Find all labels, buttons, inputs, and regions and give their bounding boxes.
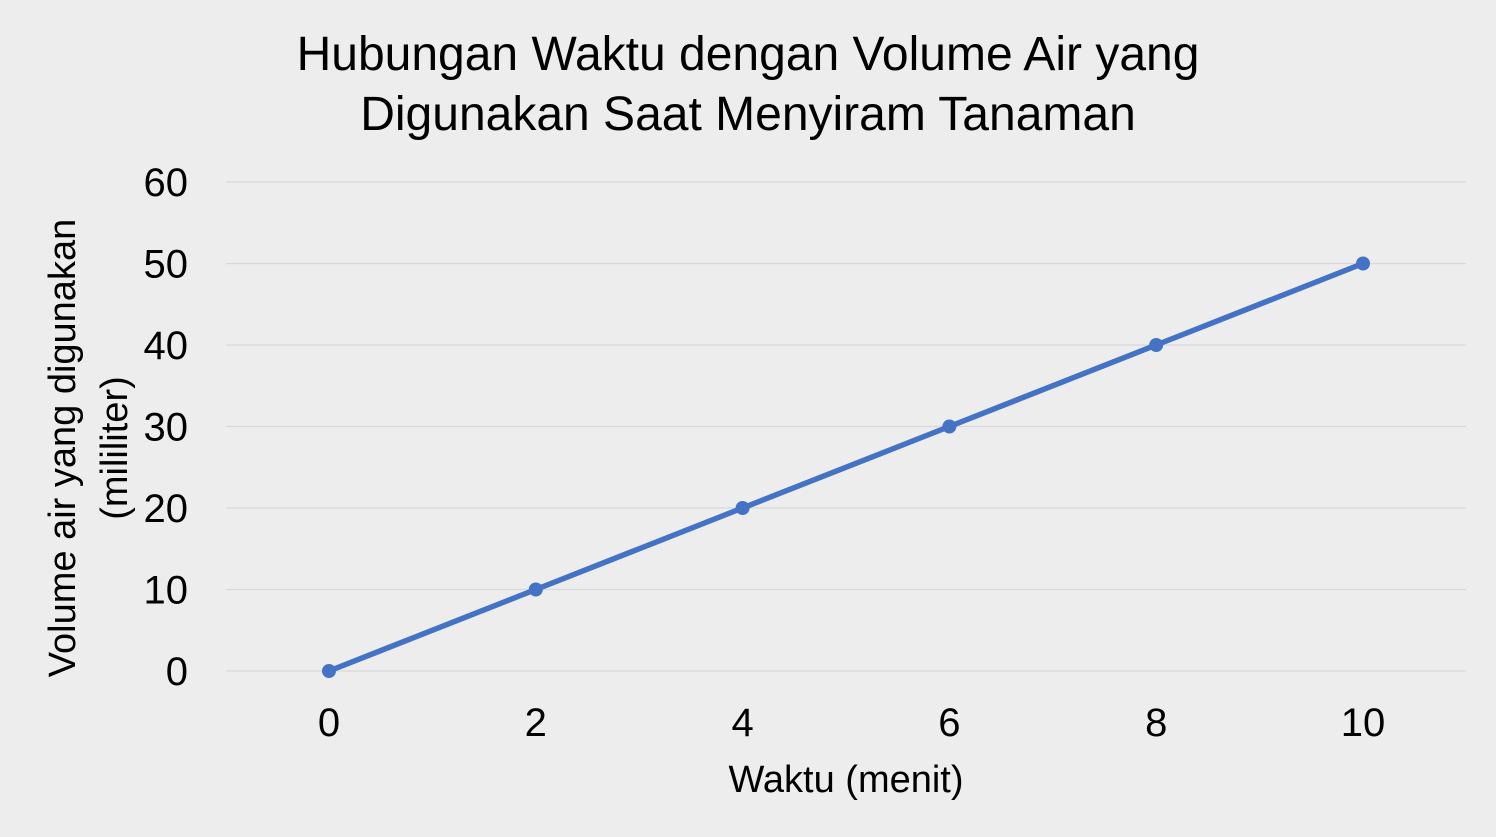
x-axis-title: Waktu (menit) (728, 759, 963, 801)
x-tick-label-10: 10 (1341, 701, 1386, 745)
chart-title: Hubungan Waktu dengan Volume Air yang Di… (297, 28, 1200, 141)
y-tick-label-10: 10 (144, 569, 189, 613)
data-point-x4 (735, 501, 750, 515)
x-axis-tick-labels: 0 2 4 6 8 10 (318, 701, 1385, 745)
x-tick-label-4: 4 (731, 701, 753, 745)
data-series (322, 256, 1370, 678)
y-tick-label-0: 0 (166, 650, 188, 694)
y-tick-label-60: 60 (144, 161, 189, 205)
y-axis-title-line-1: Volume air yang digunakan (42, 219, 84, 677)
data-point-x10 (1356, 256, 1370, 271)
gridlines (226, 181, 1466, 672)
data-point-x6 (942, 419, 957, 434)
y-tick-label-20: 20 (144, 487, 189, 531)
y-axis-title-line-2: (mililiter) (94, 376, 136, 520)
x-tick-label-0: 0 (318, 701, 340, 745)
data-point-x2 (528, 582, 543, 597)
y-axis-title: Volume air yang digunakan (mililiter) (42, 219, 136, 677)
data-point-x8 (1149, 338, 1164, 352)
chart-title-line-1: Hubungan Waktu dengan Volume Air yang (297, 28, 1200, 81)
chart-title-line-2: Digunakan Saat Menyiram Tanaman (360, 88, 1136, 141)
y-tick-label-40: 40 (144, 324, 189, 368)
y-axis-tick-labels: 0 10 20 30 40 50 60 (144, 161, 189, 694)
y-tick-label-50: 50 (144, 243, 189, 287)
x-tick-label-8: 8 (1145, 701, 1167, 745)
y-tick-label-30: 30 (144, 406, 189, 450)
series-line-0 (326, 260, 1366, 674)
x-tick-label-6: 6 (938, 701, 960, 745)
data-point-x0 (322, 664, 336, 678)
x-tick-label-2: 2 (525, 701, 547, 745)
